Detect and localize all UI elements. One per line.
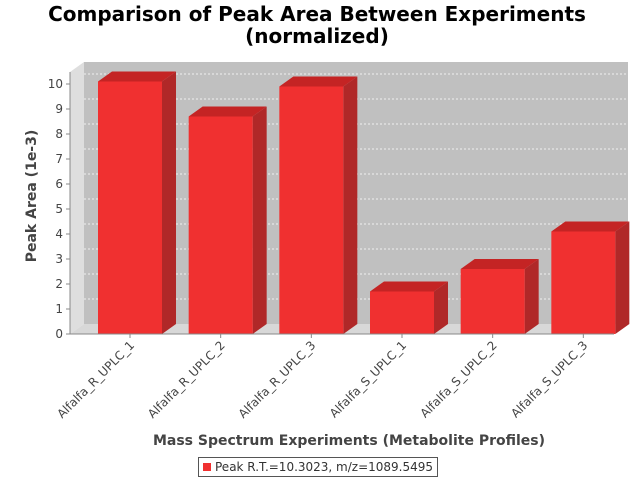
bar xyxy=(188,106,267,334)
y-tick-label: 5 xyxy=(55,202,63,216)
bar-side xyxy=(524,259,539,334)
bar-top xyxy=(98,71,176,82)
bar-top xyxy=(460,259,539,269)
bar-front xyxy=(370,291,434,334)
y-tick-label: 4 xyxy=(55,227,63,241)
bar xyxy=(98,71,176,334)
bar-front xyxy=(460,269,525,334)
x-tick-label: Alfalfa_R_UPLC_2 xyxy=(145,338,228,421)
bar-side xyxy=(252,106,267,334)
bar-side xyxy=(434,281,448,334)
bar-top xyxy=(370,281,448,292)
bar-front xyxy=(279,86,344,334)
bar-side xyxy=(343,76,358,334)
y-tick-label: 1 xyxy=(55,302,63,316)
chart-title-line-2: (normalized) xyxy=(245,24,389,48)
bar-top xyxy=(551,221,630,232)
bar xyxy=(370,281,448,334)
bar-side xyxy=(615,221,630,334)
bar-top xyxy=(188,106,267,117)
x-tick-label: Alfalfa_R_UPLC_1 xyxy=(54,338,137,421)
x-tick-label: Alfalfa_R_UPLC_3 xyxy=(236,338,319,421)
legend-swatch xyxy=(203,463,211,471)
y-axis-ticks: 0 1 2 3 4 5 6 7 8 9 10 xyxy=(48,77,70,341)
bar-top xyxy=(279,76,358,87)
bar-front xyxy=(98,81,162,334)
bars xyxy=(98,71,630,334)
legend: Peak R.T.=10.3023, m/z=1089.5495 xyxy=(198,457,439,477)
y-tick-label: 6 xyxy=(55,177,63,191)
y-tick-label: 8 xyxy=(55,127,63,141)
x-tick-label: Alfalfa_S_UPLC_2 xyxy=(417,338,499,420)
y-tick-label: 10 xyxy=(48,77,63,91)
x-tick-label: Alfalfa_S_UPLC_3 xyxy=(508,338,590,420)
plot-back-wall-left xyxy=(70,62,84,334)
bar-front xyxy=(551,231,616,334)
bar xyxy=(551,221,630,334)
y-tick-label: 0 xyxy=(55,327,63,341)
bar xyxy=(279,76,358,334)
legend-label: Peak R.T.=10.3023, m/z=1089.5495 xyxy=(215,460,434,474)
y-tick-label: 3 xyxy=(55,252,63,266)
x-axis-ticks: Alfalfa_R_UPLC_1 Alfalfa_R_UPLC_2 Alfalfa_… xyxy=(54,334,590,421)
y-tick-label: 9 xyxy=(55,102,63,116)
bar xyxy=(460,259,539,334)
y-tick-label: 2 xyxy=(55,277,63,291)
bar-side xyxy=(162,71,176,334)
bar-front xyxy=(188,116,253,334)
y-tick-label: 7 xyxy=(55,152,63,166)
x-tick-label: Alfalfa_S_UPLC_1 xyxy=(327,338,409,420)
y-axis-label: Peak Area (1e-3) xyxy=(24,130,40,263)
x-axis-label: Mass Spectrum Experiments (Metabolite Pr… xyxy=(153,433,545,449)
chart-title-line-1: Comparison of Peak Area Between Experime… xyxy=(48,2,586,26)
